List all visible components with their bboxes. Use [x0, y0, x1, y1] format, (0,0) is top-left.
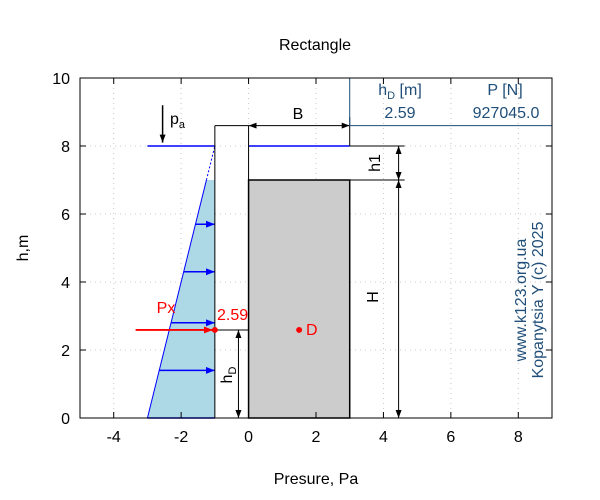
gate-rectangle [247, 179, 351, 419]
pressure-fill [146, 145, 216, 419]
label-B: B [293, 106, 304, 123]
pressure-line-dashed [205, 145, 216, 181]
y-tick-label: 0 [61, 411, 70, 428]
label-Px: Px [157, 300, 176, 317]
x-tick-label: -4 [107, 429, 121, 446]
px-point [211, 326, 218, 333]
label-pa: pa [170, 111, 186, 131]
y-tick-label: 8 [61, 139, 70, 156]
x-tick-label: 4 [379, 429, 388, 446]
table-header-p: P [N] [487, 82, 522, 99]
watermark-author: Kopanytsia Y (c) 2025 [530, 221, 547, 378]
y-tick-label: 4 [61, 275, 70, 292]
y-axis-label: h,m [15, 235, 32, 262]
x-tick-label: 6 [446, 429, 455, 446]
axis-ticks: -4 -2 0 2 4 6 8 0 2 4 6 8 10 [52, 71, 552, 446]
label-D: D [306, 322, 318, 339]
label-hd-value: 2.59 [217, 307, 248, 324]
geometry [147, 125, 351, 419]
x-tick-label: -2 [174, 429, 188, 446]
table-value-hd: 2.59 [384, 105, 415, 122]
y-tick-label: 10 [52, 71, 70, 88]
x-tick-label: 2 [312, 429, 321, 446]
table-header-hd: hD [m] [378, 82, 422, 102]
annotations [135, 78, 552, 418]
label-H: H [365, 291, 382, 303]
label-h1: h1 [367, 154, 384, 172]
pressure-line [146, 179, 207, 419]
pressure-fill-area [147, 180, 215, 418]
x-tick-label: 0 [244, 429, 253, 446]
table-value-p: 927045.0 [473, 105, 540, 122]
point-D [296, 326, 303, 333]
chart-title: Rectangle [279, 37, 351, 54]
label-hD: hD [219, 367, 239, 384]
watermark-site: www.k123.org.ua [513, 239, 530, 363]
y-tick-label: 6 [61, 207, 70, 224]
y-tick-label: 2 [61, 343, 70, 360]
x-axis-label: Presure, Pa [274, 471, 359, 488]
x-tick-label: 8 [514, 429, 523, 446]
